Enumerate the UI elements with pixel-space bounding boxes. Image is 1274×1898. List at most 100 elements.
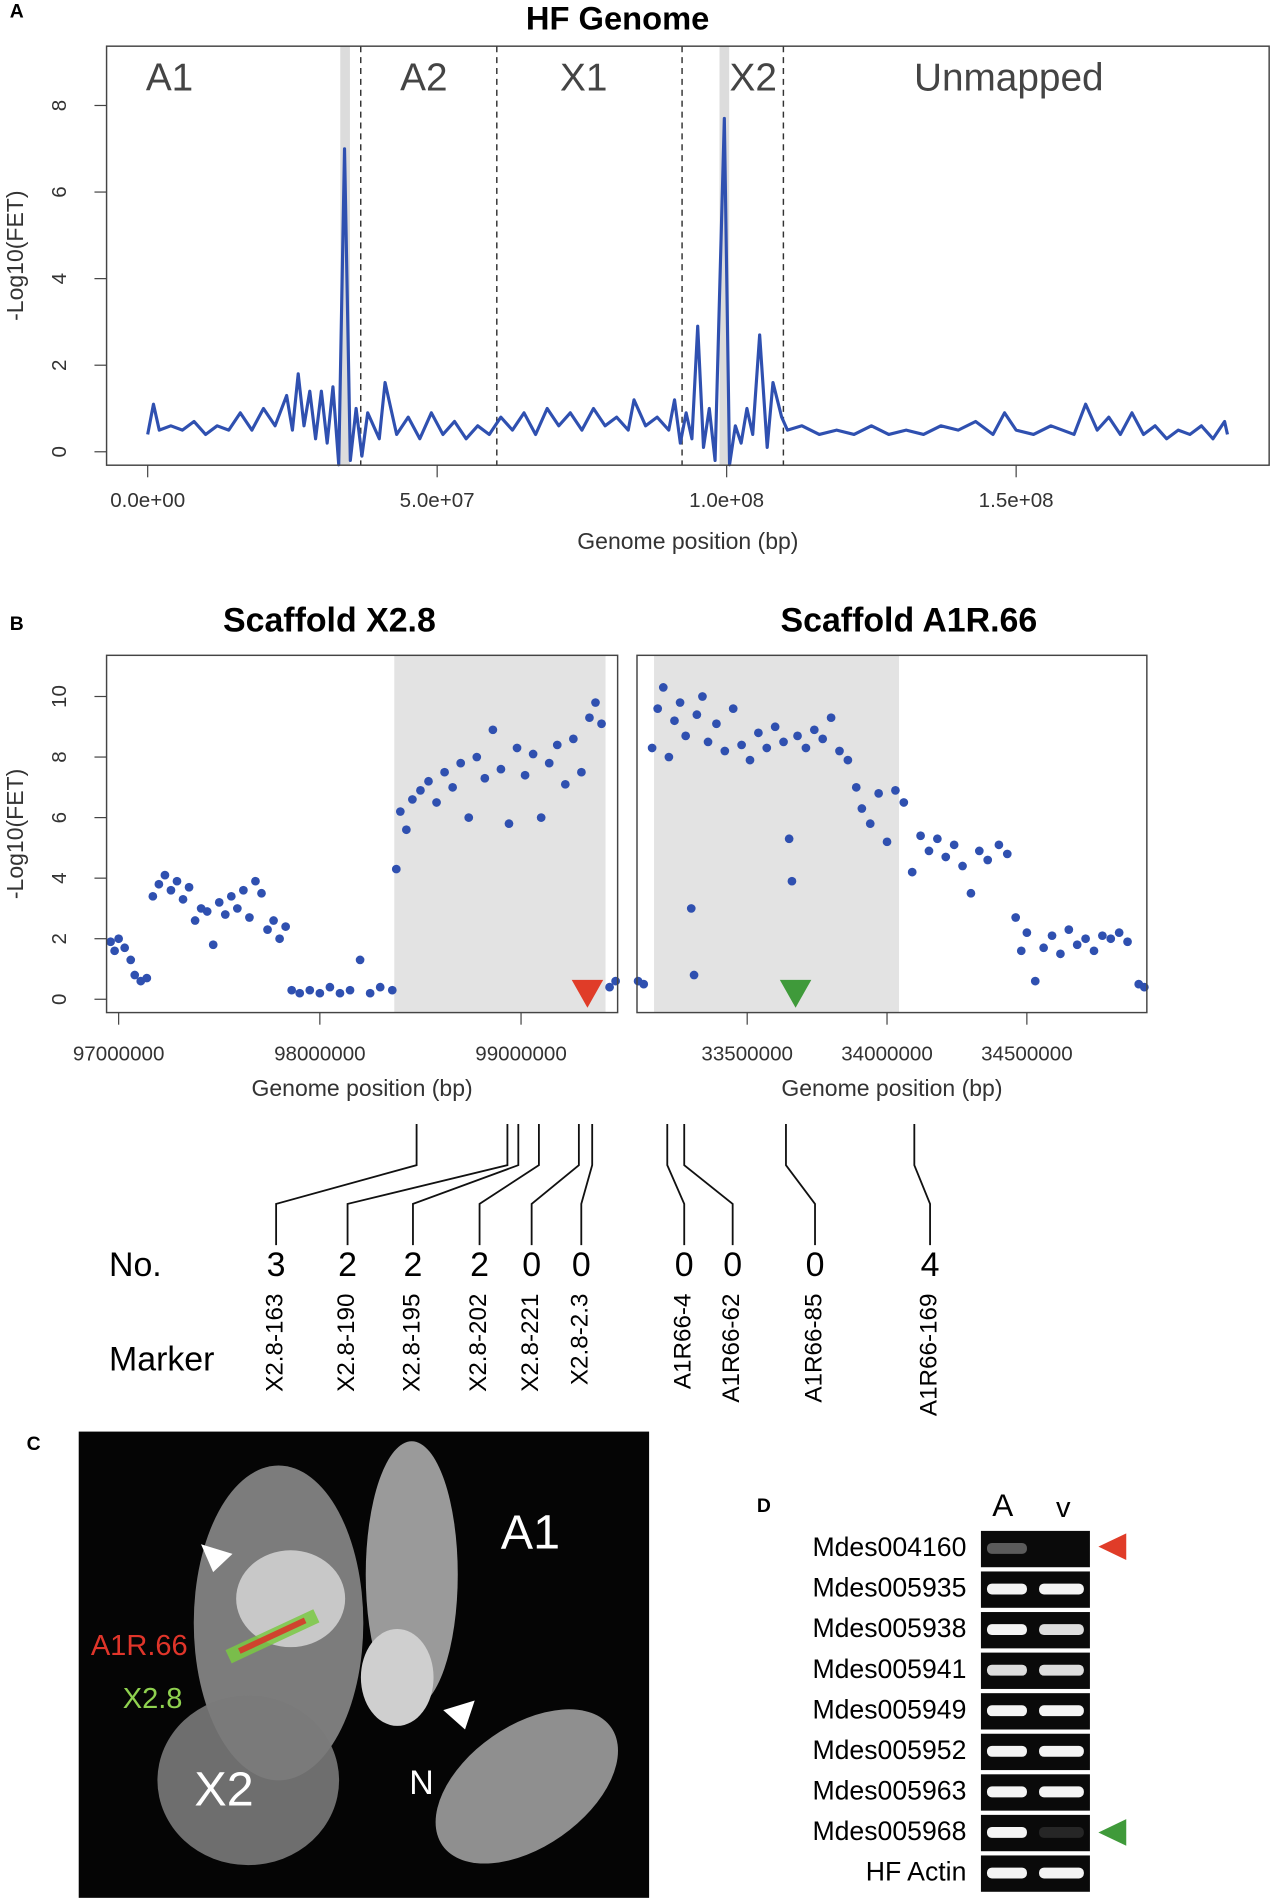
data-point bbox=[214, 898, 224, 907]
data-point bbox=[1022, 928, 1032, 938]
marker-connector bbox=[666, 1123, 686, 1246]
data-point bbox=[958, 861, 967, 871]
data-point bbox=[974, 846, 984, 856]
y-axis-label: -Log10(FET) bbox=[2, 190, 28, 320]
data-point bbox=[504, 819, 514, 829]
data-point bbox=[1081, 934, 1090, 944]
data-point bbox=[941, 852, 951, 862]
x-tick-label: 34000000 bbox=[841, 1042, 933, 1065]
data-point bbox=[440, 767, 449, 777]
x-tick-label: 97000000 bbox=[73, 1042, 165, 1065]
data-point bbox=[728, 704, 738, 713]
data-point bbox=[874, 789, 883, 798]
data-point bbox=[689, 970, 699, 980]
chart-title: Scaffold X2.8 bbox=[223, 602, 436, 640]
data-point bbox=[826, 713, 836, 723]
gel-band bbox=[986, 1826, 1027, 1838]
data-point bbox=[142, 973, 152, 983]
x-tick-label: 99000000 bbox=[475, 1042, 567, 1065]
data-point bbox=[432, 798, 441, 807]
gel-row-label: HF Actin bbox=[866, 1857, 967, 1887]
region-label: X1 bbox=[560, 56, 607, 99]
data-point bbox=[712, 719, 721, 729]
marker-connector bbox=[275, 1123, 418, 1246]
data-point bbox=[1039, 943, 1049, 953]
data-point bbox=[154, 879, 164, 889]
region-label: A1 bbox=[146, 56, 193, 99]
data-point bbox=[232, 904, 242, 913]
data-point bbox=[355, 955, 365, 965]
data-point bbox=[966, 888, 976, 898]
data-point bbox=[653, 704, 663, 713]
data-point bbox=[245, 913, 254, 922]
marker-count: 2 bbox=[338, 1246, 357, 1284]
data-point bbox=[1016, 946, 1026, 956]
data-point bbox=[994, 840, 1004, 850]
gel-row-label: Mdes005938 bbox=[812, 1613, 966, 1643]
data-point bbox=[208, 940, 218, 950]
shaded-region bbox=[394, 655, 606, 1013]
data-point bbox=[456, 758, 466, 768]
data-point bbox=[851, 782, 861, 792]
data-point bbox=[251, 876, 260, 886]
marker-connector bbox=[478, 1123, 540, 1246]
x-tick-label: 33500000 bbox=[701, 1042, 793, 1065]
y-tick-label: 2 bbox=[48, 933, 71, 944]
data-point bbox=[899, 798, 909, 807]
gel-band bbox=[986, 1867, 1027, 1879]
data-point bbox=[907, 867, 917, 877]
data-point bbox=[560, 779, 570, 789]
y-tick-label: 4 bbox=[48, 872, 71, 883]
data-point bbox=[528, 749, 538, 759]
data-point bbox=[395, 807, 405, 816]
gel-band bbox=[986, 1664, 1027, 1676]
marker-name: X2.8-221 bbox=[517, 1294, 544, 1392]
gel-band bbox=[1039, 1664, 1084, 1676]
data-point bbox=[568, 734, 578, 744]
gel-band bbox=[1039, 1826, 1084, 1838]
gel-band bbox=[986, 1624, 1027, 1636]
data-point bbox=[488, 725, 498, 735]
x-tick-label: 98000000 bbox=[274, 1042, 366, 1065]
data-point bbox=[692, 710, 702, 720]
x-tick-label: 1.5e+08 bbox=[979, 489, 1054, 512]
data-point bbox=[882, 837, 892, 847]
data-point bbox=[698, 692, 707, 701]
probe-label: X2.8 bbox=[123, 1683, 183, 1715]
data-point bbox=[110, 946, 119, 956]
data-point bbox=[784, 834, 794, 844]
data-point bbox=[480, 773, 490, 783]
gel-band bbox=[986, 1543, 1027, 1554]
data-point bbox=[770, 722, 780, 732]
data-point bbox=[809, 725, 819, 735]
data-point bbox=[843, 755, 853, 765]
data-point bbox=[865, 819, 875, 829]
data-point bbox=[891, 785, 900, 795]
data-point bbox=[536, 813, 546, 822]
lane-label: A bbox=[992, 1488, 1013, 1523]
data-point bbox=[762, 743, 772, 753]
data-point bbox=[130, 970, 140, 980]
marker-count: 0 bbox=[572, 1246, 591, 1284]
marker-connector bbox=[683, 1123, 734, 1246]
lane-label: v bbox=[1056, 1492, 1071, 1524]
data-point bbox=[345, 985, 355, 995]
data-point bbox=[160, 870, 170, 880]
panel-label: A bbox=[10, 0, 24, 22]
region-label: Unmapped bbox=[914, 56, 1104, 99]
chart-title: HF Genome bbox=[526, 0, 709, 36]
data-point bbox=[1106, 934, 1116, 944]
data-point bbox=[585, 713, 594, 723]
data-point bbox=[675, 698, 685, 707]
highlight-band bbox=[719, 46, 730, 466]
data-point bbox=[424, 776, 433, 786]
data-point bbox=[1047, 931, 1057, 941]
data-point bbox=[1089, 946, 1099, 956]
marker-count: 0 bbox=[806, 1246, 825, 1284]
data-point bbox=[933, 834, 942, 844]
pointer-triangle bbox=[571, 979, 604, 1008]
data-point bbox=[745, 755, 755, 765]
data-point bbox=[779, 737, 788, 747]
y-tick-label: 0 bbox=[48, 446, 71, 457]
